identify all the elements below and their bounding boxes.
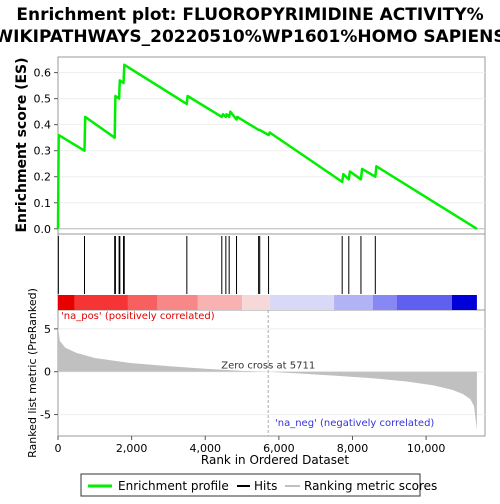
color-bar-segment: [242, 295, 270, 310]
neg-label: 'na_neg' (negatively correlated): [275, 418, 434, 429]
legend-enrichment-label: Enrichment profile: [118, 479, 229, 493]
es-ylabel: Enrichment score (ES): [14, 57, 30, 232]
color-bar-segment: [269, 295, 335, 310]
metric-ytick-label: 0: [44, 366, 51, 379]
es-ytick-label: 0.2: [34, 171, 52, 184]
ranking-metric-area: [58, 326, 477, 430]
es-ytick-label: 0.1: [34, 197, 52, 210]
chart-title-line2: WIKIPATHWAYS_20220510%WP1601%HOMO SAPIEN…: [0, 27, 500, 47]
ranking-color-bar: [58, 295, 477, 310]
metric-ytick-label: 5: [44, 323, 51, 336]
chart-title-line1: Enrichment plot: FLUOROPYRIMIDINE ACTIVI…: [16, 5, 483, 25]
rank-x-axis: 0 2,000 4,000 6,000 8,000 10,000: [55, 436, 446, 455]
rank-xlabel: Rank in Ordered Dataset: [201, 453, 349, 467]
x-tick-label: 2,000: [116, 442, 148, 455]
legend-metric-label: Ranking metric scores: [304, 479, 437, 493]
pos-label: 'na_pos' (positively correlated): [61, 311, 215, 322]
zero-cross-label: Zero cross at 5711: [221, 361, 315, 372]
color-bar-segment: [197, 295, 243, 310]
es-ytick-label: 0.0: [34, 223, 52, 236]
x-tick-label: 6,000: [263, 442, 295, 455]
es-ytick-label: 0.3: [34, 145, 52, 158]
es-gridlines: [58, 72, 485, 230]
metric-ytick-label: -5: [40, 409, 51, 422]
metric-ylabel: Ranked list metric (PreRanked): [26, 288, 39, 458]
legend-hits-label: Hits: [254, 479, 277, 493]
hits-ticks: [57, 236, 376, 294]
color-bar-segment: [396, 295, 452, 310]
color-bar-segment: [334, 295, 373, 310]
color-bar-segment: [74, 295, 128, 310]
color-bar-segment: [451, 295, 477, 310]
legend-box: [80, 473, 421, 497]
x-tick-label: 0: [55, 442, 62, 455]
es-ytick-label: 0.6: [34, 67, 52, 80]
x-tick-label: 10,000: [407, 442, 446, 455]
color-bar-segment: [372, 295, 397, 310]
color-bar-segment: [157, 295, 198, 310]
es-ytick-label: 0.4: [34, 119, 52, 132]
metric-y-axis: -5 0 5: [40, 323, 58, 422]
x-tick-label: 4,000: [189, 442, 221, 455]
x-tick-label: 8,000: [337, 442, 369, 455]
es-ytick-label: 0.5: [34, 93, 52, 106]
color-bar-segment: [58, 295, 75, 310]
legend: Enrichment profile Hits Ranking metric s…: [80, 473, 437, 497]
color-bar-segment: [127, 295, 158, 310]
enrichment-profile-line: [56, 63, 478, 230]
es-y-axis: 0.0 0.1 0.2 0.3 0.4 0.5 0.6: [34, 67, 58, 236]
